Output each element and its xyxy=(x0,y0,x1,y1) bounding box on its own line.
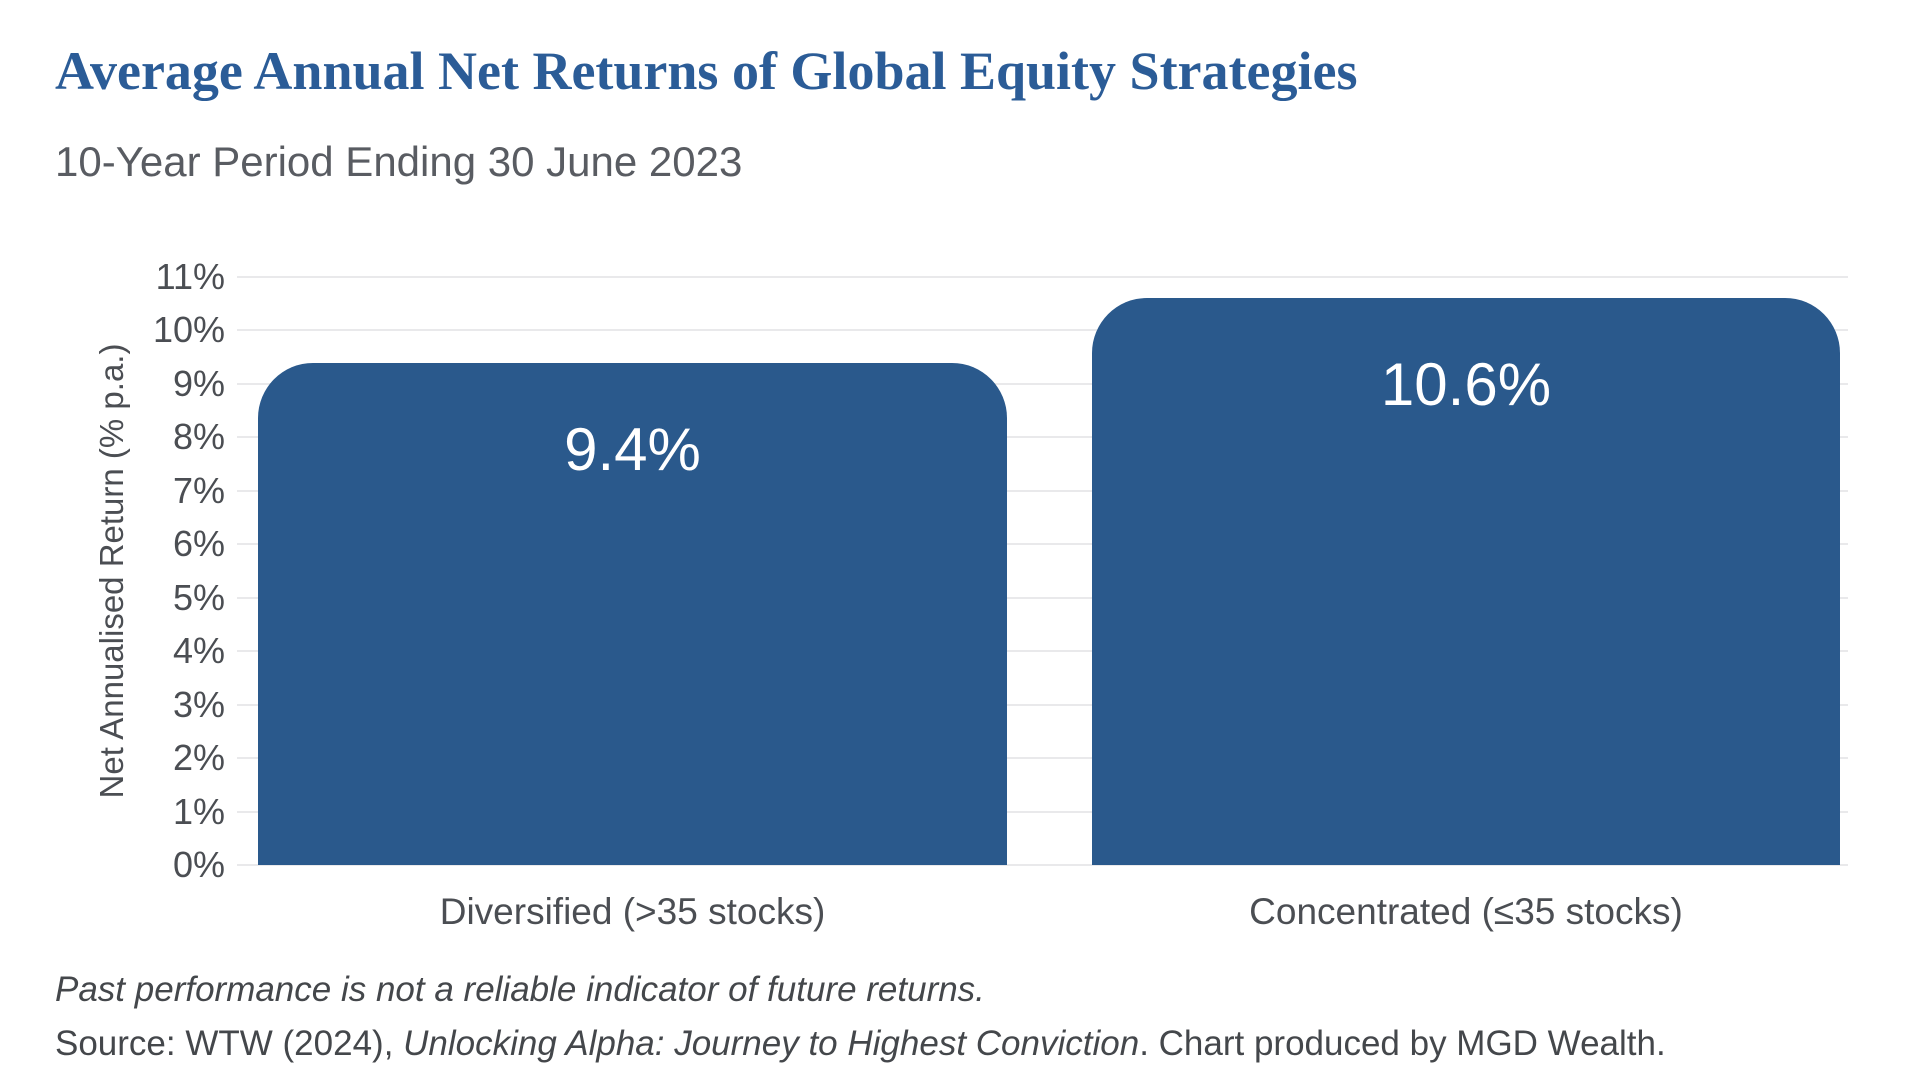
bar-diversified: 9.4% xyxy=(258,362,1007,865)
source-note: Source: WTW (2024), Unlocking Alpha: Jou… xyxy=(55,1024,1666,1064)
source-note-suffix: . Chart produced by MGD Wealth. xyxy=(1139,1024,1666,1063)
gridline-8pct xyxy=(237,436,1848,439)
source-note-prefix: Source: WTW (2024), xyxy=(55,1024,404,1063)
gridline-1pct xyxy=(237,810,1848,813)
y-tick-label-10pct: 10% xyxy=(152,309,225,351)
source-note-publication: Unlocking Alpha: Journey to Highest Conv… xyxy=(403,1024,1140,1063)
y-tick-label-8pct: 8% xyxy=(172,416,225,458)
bar-concentrated: 10.6% xyxy=(1092,298,1840,865)
y-tick-label-4pct: 4% xyxy=(172,630,225,672)
disclaimer-note: Past performance is not a reliable indic… xyxy=(55,970,985,1009)
y-tick-label-2pct: 2% xyxy=(172,737,225,779)
x-category-label-concentrated: Concentrated (≤35 stocks) xyxy=(1249,891,1683,932)
y-tick-label-1pct: 1% xyxy=(172,790,225,832)
y-tick-label-11pct: 11% xyxy=(155,256,225,297)
chart-subtitle: 10-Year Period Ending 30 June 2023 xyxy=(55,138,743,185)
gridline-0pct xyxy=(237,864,1848,866)
y-axis-title: Net Annualised Return (% p.a.) xyxy=(93,343,130,799)
chart-title: Average Annual Net Returns of Global Equ… xyxy=(55,41,1358,101)
gridline-5pct xyxy=(237,596,1848,599)
y-tick-label-0pct: 0% xyxy=(172,844,225,885)
y-tick-label-7pct: 7% xyxy=(172,469,225,511)
gridline-3pct xyxy=(237,703,1848,706)
x-category-label-diversified: Diversified (>35 stocks) xyxy=(439,891,826,932)
y-tick-label-6pct: 6% xyxy=(172,523,225,565)
gridline-4pct xyxy=(237,650,1848,653)
gridline-10pct xyxy=(237,329,1848,332)
gridline-9pct xyxy=(237,382,1848,385)
gridline-7pct xyxy=(237,489,1848,492)
y-tick-label-5pct: 5% xyxy=(172,576,225,618)
gridline-2pct xyxy=(237,757,1848,760)
y-tick-label-9pct: 9% xyxy=(172,362,225,404)
y-tick-label-3pct: 3% xyxy=(172,683,225,725)
gridline-6pct xyxy=(237,543,1848,546)
gridline-11pct xyxy=(237,276,1848,278)
bar-value-label: 10.6% xyxy=(1380,351,1552,419)
bar-value-label: 9.4% xyxy=(564,415,701,483)
